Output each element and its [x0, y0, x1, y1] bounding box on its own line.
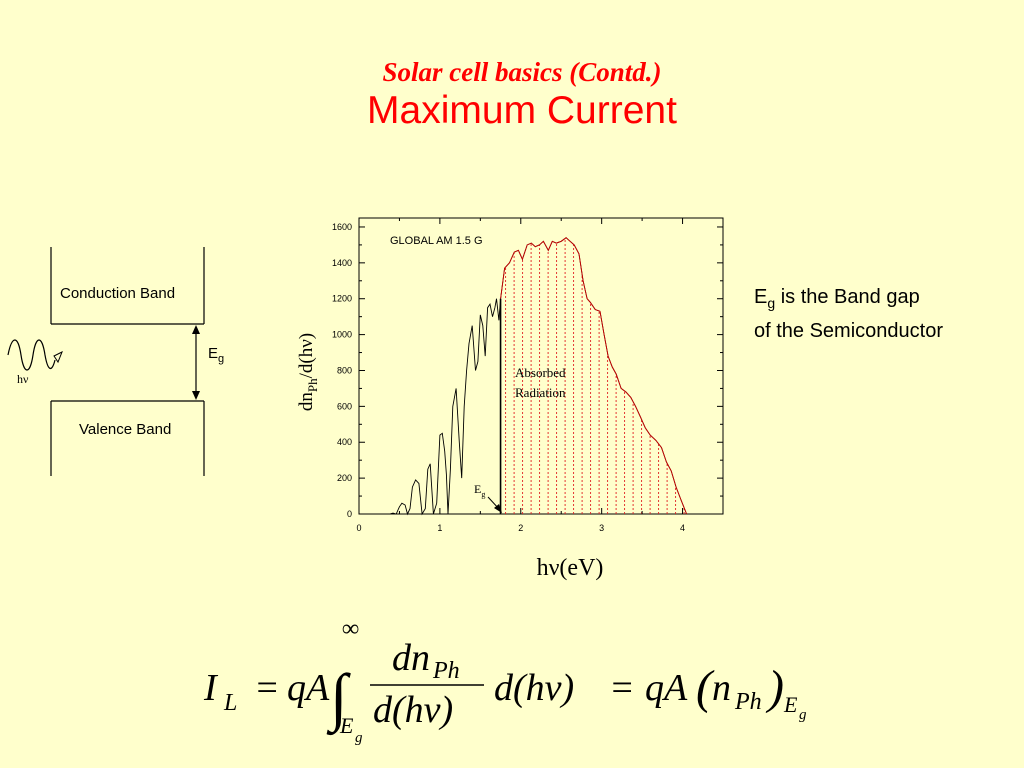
absorbed-region-outline [500, 237, 688, 515]
spectrum-chart: 0 1 2 3 4 0 200 400 600 800 1000 1200 1400 1600 GLOBA… [296, 217, 724, 581]
formula-upper-limit: ∞ [342, 616, 359, 642]
x-tick-label: 2 [518, 523, 523, 533]
formula-E-sub: E [783, 692, 798, 717]
y-axis-label-main: dn [296, 392, 317, 412]
formula-numerator-Ph: Ph [432, 658, 460, 684]
band-gap-label: Eg [208, 345, 224, 365]
bandgap-note-line1: Eg is the Band gap [754, 283, 943, 317]
plot-frame [358, 217, 724, 515]
slide-title: Maximum Current [367, 89, 677, 132]
y-tick-label: 1000 [332, 330, 352, 340]
y-tick-label: 1600 [332, 222, 352, 232]
band-gap-label-main: E [208, 345, 219, 362]
formula-equals-2: = [609, 667, 635, 709]
formula-denominator: d(hν) [373, 689, 453, 731]
formula-g-sub: g [799, 707, 807, 723]
formula-lower-limit-g: g [355, 730, 363, 746]
x-tick-label: 3 [599, 523, 604, 533]
bandgap-label: Eg [474, 482, 485, 499]
valence-band-label: Valence Band [79, 421, 172, 438]
y-tick-label: 1200 [332, 294, 352, 304]
x-tick-label: 0 [356, 523, 361, 533]
y-tick-label: 1400 [332, 258, 352, 268]
formula-paren-close: ) [765, 661, 784, 714]
formula-I: I [203, 667, 219, 709]
formula-equals-1: = [254, 667, 280, 709]
current-formula: I L = qA ∫ ∞ E g dn Ph d(hν) d(hν) = qA … [203, 616, 807, 746]
axis-ticks: 0 1 2 3 4 0 200 400 600 800 1000 1200 1400 1600 [332, 218, 723, 533]
y-axis-label: dnPh/d(hν) [296, 333, 320, 411]
formula-paren-open: ( [696, 661, 715, 714]
formula-n: n [712, 667, 731, 709]
x-tick-label: 4 [680, 523, 685, 533]
conduction-band-label: Conduction Band [60, 285, 176, 302]
formula-dhv: d(hν) [494, 667, 574, 709]
bandgap-note-line2: of the Semiconductor [754, 320, 943, 342]
photon-arrow-icon [53, 350, 63, 364]
band-diagram [7, 247, 205, 476]
y-tick-label: 0 [347, 509, 352, 519]
band-gap-arrow-head-top [192, 325, 200, 334]
bandgap-note-eg-sub: g [767, 295, 776, 311]
slide-title-block: Solar cell basics (Contd.) Maximum Curre… [0, 56, 1024, 134]
formula-lower-limit-E: E [339, 713, 354, 738]
bandgap-pointer-head [494, 504, 502, 513]
bandgap-label-sub: g [481, 490, 485, 499]
formula-qA-1: qA [287, 667, 330, 709]
photon-label: hν [17, 372, 29, 386]
y-tick-label: 200 [337, 473, 352, 483]
formula-L-sub: L [223, 690, 237, 716]
formula-n-Ph: Ph [734, 689, 762, 715]
y-tick-label: 600 [337, 401, 352, 411]
slide-subtitle: Solar cell basics (Contd.) [382, 57, 662, 87]
absorbed-label-line1: Absorbed [515, 365, 566, 380]
y-tick-label: 800 [337, 365, 352, 375]
formula-numerator-dn: dn [392, 637, 430, 679]
x-axis-label: hν(eV) [537, 555, 604, 581]
chart-title: GLOBAL AM 1.5 G [390, 235, 483, 247]
x-tick-label: 1 [437, 523, 442, 533]
photon-wave-icon [7, 339, 56, 371]
absorbed-label-line2: Radiation [515, 385, 566, 400]
bandgap-note-eg: E [754, 286, 768, 308]
formula-integral: ∫ [326, 661, 351, 736]
y-axis-label-rest: /d(hν) [296, 333, 317, 379]
formula-qA-2: qA [645, 667, 688, 709]
bandgap-note-line1-text: is the Band gap [775, 286, 920, 308]
y-axis-label-sub: Ph [305, 378, 320, 392]
y-tick-label: 400 [337, 437, 352, 447]
bandgap-label-main: E [474, 482, 481, 496]
bandgap-note: Eg is the Band gap of the Semiconductor [754, 283, 943, 345]
band-gap-label-sub: g [218, 353, 225, 365]
band-gap-arrow-head-bottom [192, 391, 200, 400]
